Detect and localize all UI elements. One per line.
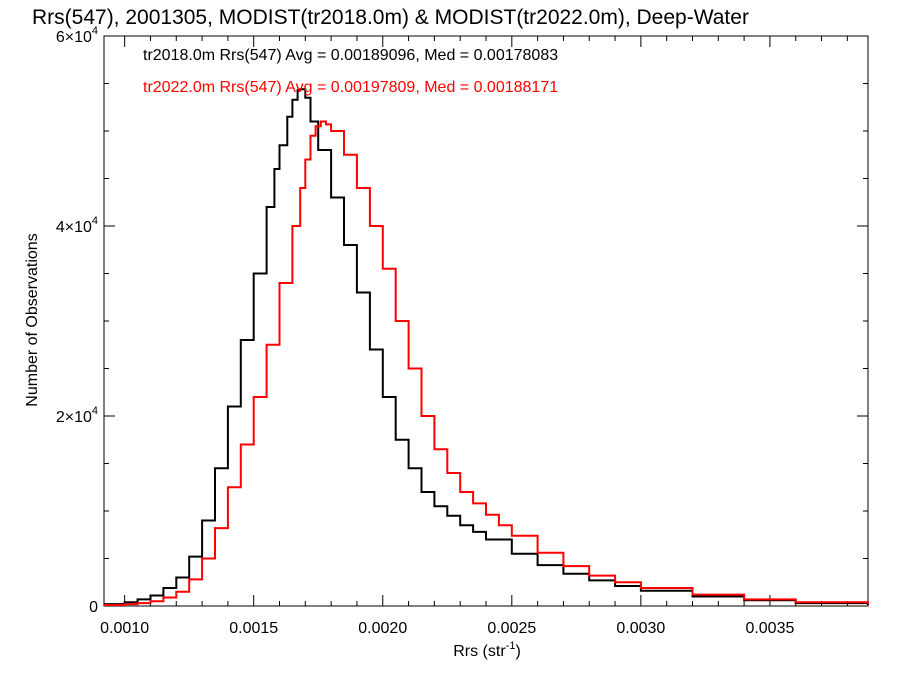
y-tick-label: 0 <box>89 599 98 616</box>
y-axis-label: Number of Observations <box>24 233 41 406</box>
annotation-series-b: tr2022.0m Rrs(547) Avg = 0.00197809, Med… <box>143 79 558 96</box>
axis-ticks <box>104 35 868 607</box>
chart-title: Rrs(547), 2001305, MODIST(tr2018.0m) & M… <box>32 6 749 29</box>
x-tick-label: 0.0015 <box>229 620 278 637</box>
y-tick-labels: 0 2×104 4×104 6×104 <box>56 25 98 616</box>
y-tick-label: 4×104 <box>56 215 98 236</box>
x-axis-label-text: Rrs (str <box>453 643 506 660</box>
x-tick-label: 0.0020 <box>358 620 407 637</box>
series-tr2018-line <box>104 88 869 606</box>
x-axis-label-tail: ) <box>515 643 520 660</box>
series-tr2022-line <box>104 120 869 606</box>
x-axis-label-exponent: -1 <box>506 640 516 652</box>
x-tick-label: 0.0025 <box>487 620 536 637</box>
plot-frame <box>103 35 869 607</box>
x-tick-label: 0.0035 <box>745 620 794 637</box>
x-tick-label: 0.0030 <box>616 620 665 637</box>
x-tick-labels: 0.0010 0.0015 0.0020 0.0025 0.0030 0.0035 <box>100 620 794 637</box>
y-tick-label: 6×104 <box>56 25 98 46</box>
x-tick-label: 0.0010 <box>100 620 149 637</box>
y-tick-label: 2×104 <box>56 405 98 426</box>
x-axis-label: Rrs (str-1) <box>453 640 521 660</box>
plot-area <box>104 88 869 606</box>
annotation-series-a: tr2018.0m Rrs(547) Avg = 0.00189096, Med… <box>143 47 558 64</box>
